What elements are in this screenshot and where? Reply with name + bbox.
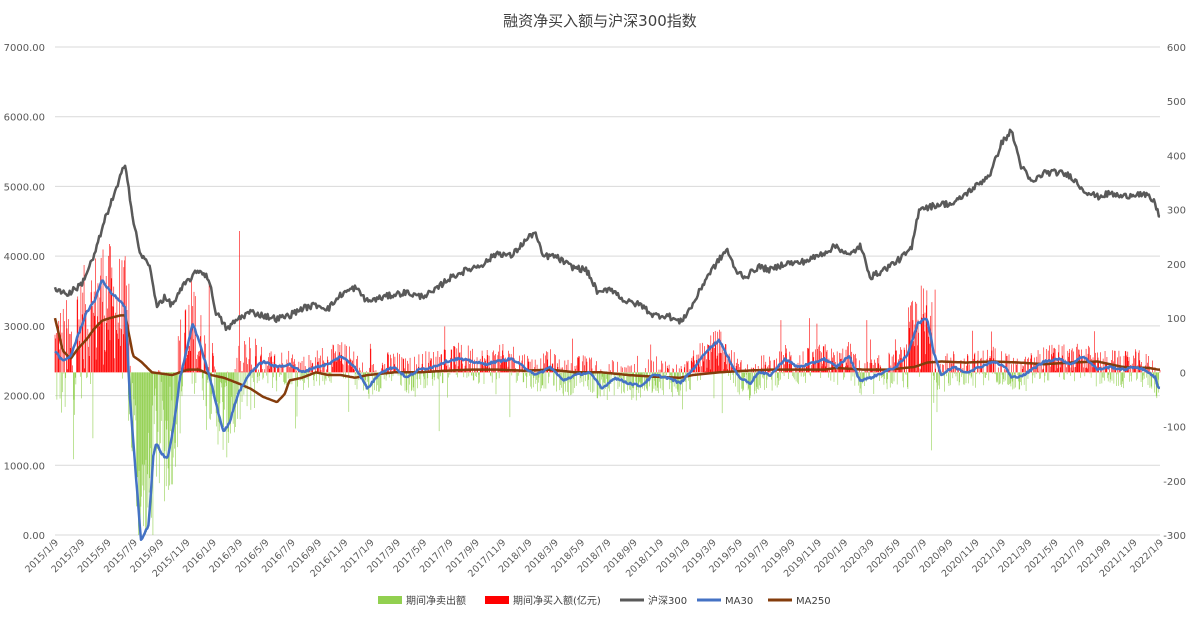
right-tick-label: -300 xyxy=(1163,531,1186,542)
right-tick-label: 100 xyxy=(1167,314,1186,325)
right-tick-label: 500 xyxy=(1167,97,1186,108)
left-tick-label: 5000.00 xyxy=(4,182,45,193)
right-tick-label: 0 xyxy=(1180,368,1186,379)
right-tick-label: 400 xyxy=(1167,151,1186,162)
chart-title: 融资净买入额与沪深300指数 xyxy=(503,12,697,30)
left-tick-label: 7000.00 xyxy=(4,43,45,54)
legend-label: 沪深300 xyxy=(648,594,687,607)
lines xyxy=(53,128,1161,542)
left-tick-label: 1000.00 xyxy=(4,461,45,472)
legend-swatch xyxy=(485,596,509,604)
legend-label: 期间净卖出额 xyxy=(406,594,466,607)
right-tick-label: -100 xyxy=(1163,423,1186,434)
right-tick-label: 300 xyxy=(1167,206,1186,217)
left-tick-label: 2000.00 xyxy=(4,392,45,403)
hs300-line xyxy=(53,128,1161,332)
legend-label: 期间净买入额(亿元) xyxy=(513,594,601,607)
legend-swatch xyxy=(378,596,402,604)
left-tick-label: 4000.00 xyxy=(4,252,45,263)
gridlines xyxy=(55,46,1160,536)
ma250-line xyxy=(53,314,1161,404)
legend-label: MA250 xyxy=(796,596,831,607)
legend-label: MA30 xyxy=(725,596,753,607)
left-axis: 0.00 1000.00 2000.00 3000.00 4000.00 5000.00 6… xyxy=(4,43,45,542)
right-tick-label: 600 xyxy=(1167,43,1186,54)
left-tick-label: 3000.00 xyxy=(4,322,45,333)
right-tick-label: -200 xyxy=(1163,477,1186,488)
left-tick-label: 0.00 xyxy=(23,531,45,542)
legend: 期间净卖出额 期间净买入额(亿元) 沪深300 MA30 MA250 xyxy=(378,594,831,607)
ma30-line xyxy=(54,279,1161,542)
x-axis: 2015/1/92015/3/92015/5/92015/7/92015/9/9… xyxy=(23,537,1166,579)
right-tick-label: 200 xyxy=(1167,260,1186,271)
left-tick-label: 6000.00 xyxy=(4,113,45,124)
right-axis: -300 -200 -100 0 100 200 300 400 500 600 xyxy=(1163,43,1186,542)
